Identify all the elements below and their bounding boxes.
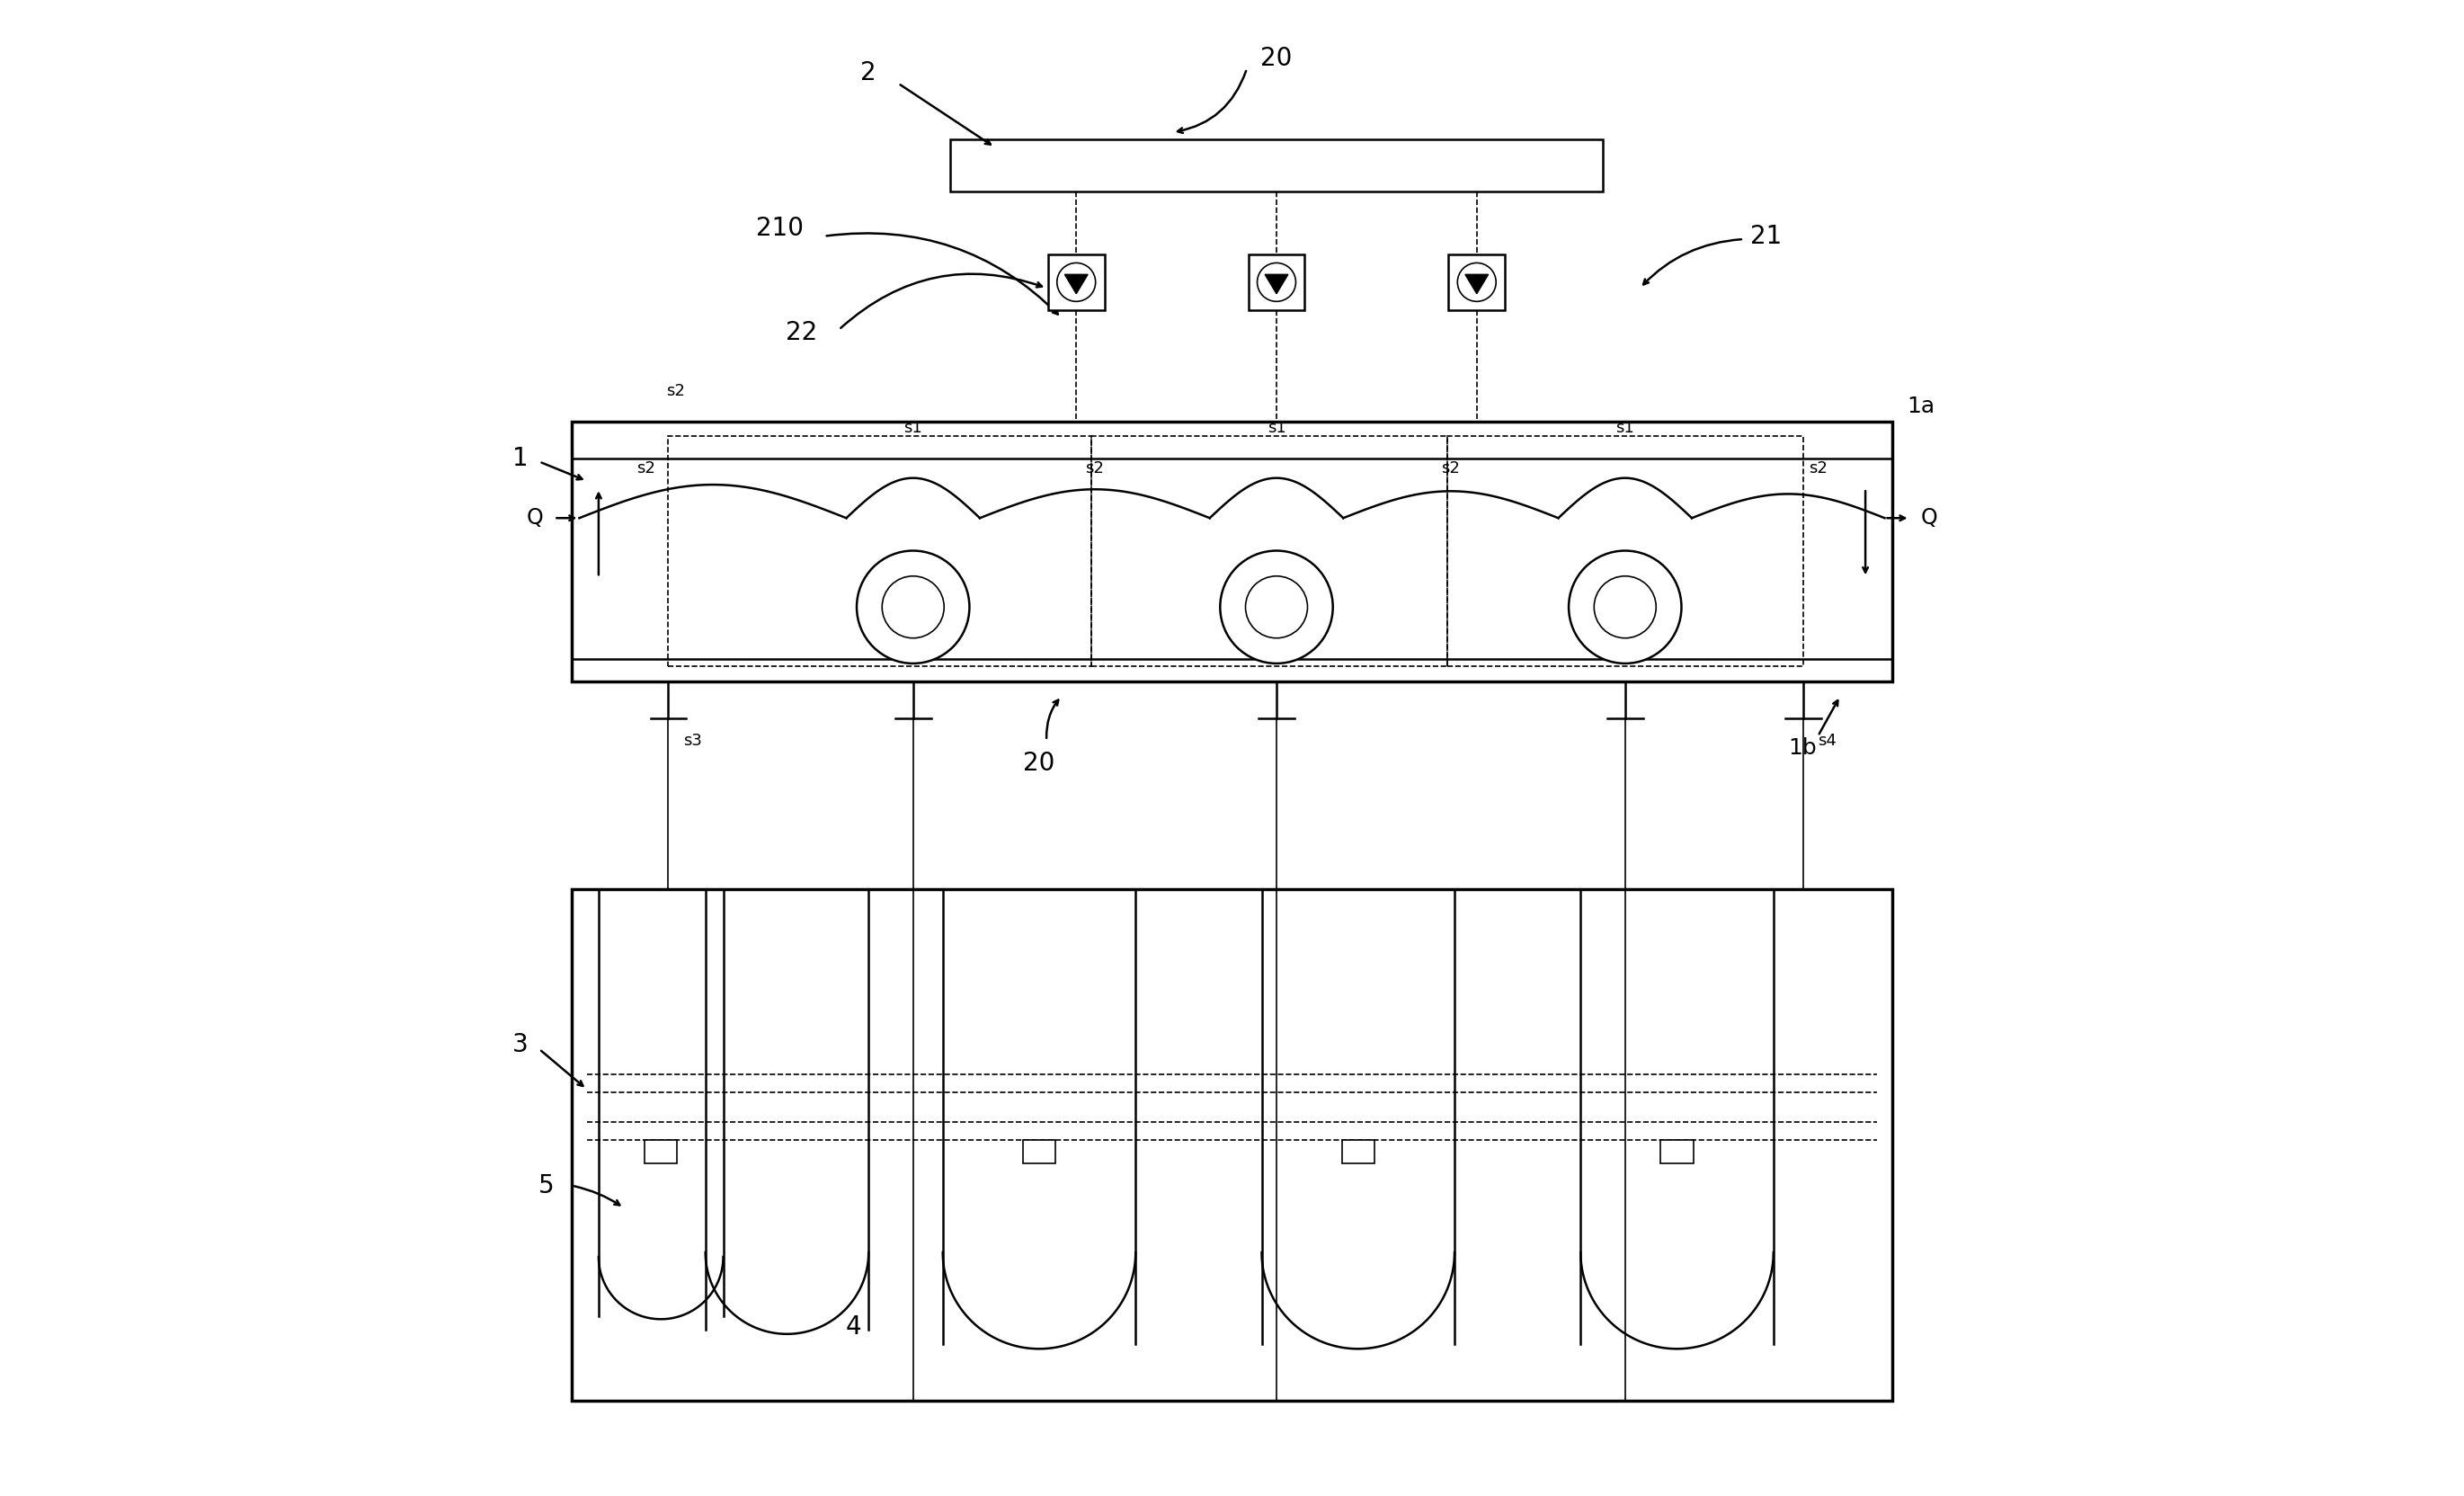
Bar xyxy=(572,422,1892,681)
Text: 20: 20 xyxy=(1262,45,1294,70)
Text: 1b: 1b xyxy=(1789,738,1816,758)
Bar xyxy=(1446,437,1804,666)
Circle shape xyxy=(1459,263,1496,302)
Text: s1: s1 xyxy=(1266,420,1286,437)
Bar xyxy=(646,1140,678,1164)
Text: 2: 2 xyxy=(860,60,877,85)
Bar xyxy=(951,139,1604,191)
Bar xyxy=(1092,437,1446,666)
Bar xyxy=(572,889,1892,1400)
Text: 20: 20 xyxy=(1023,751,1055,775)
Text: Q: Q xyxy=(1922,507,1937,530)
Circle shape xyxy=(857,551,968,663)
Text: s4: s4 xyxy=(1818,733,1836,749)
Text: s1: s1 xyxy=(904,420,922,437)
Circle shape xyxy=(882,576,944,639)
Text: 4: 4 xyxy=(845,1313,862,1339)
Text: 3: 3 xyxy=(513,1032,527,1058)
Text: 210: 210 xyxy=(756,217,803,241)
Bar xyxy=(668,437,1092,666)
Bar xyxy=(1047,254,1104,310)
Text: 5: 5 xyxy=(540,1173,554,1198)
Circle shape xyxy=(1594,576,1656,639)
Text: s2: s2 xyxy=(665,383,685,399)
Text: Q: Q xyxy=(527,507,542,530)
Circle shape xyxy=(1220,551,1333,663)
Polygon shape xyxy=(1264,274,1289,293)
Circle shape xyxy=(1057,263,1096,302)
Bar xyxy=(1661,1140,1693,1164)
Circle shape xyxy=(1257,263,1296,302)
Text: s1: s1 xyxy=(1616,420,1634,437)
Text: s2: s2 xyxy=(1087,461,1104,477)
Bar xyxy=(1249,254,1303,310)
Text: 21: 21 xyxy=(1749,223,1781,248)
Polygon shape xyxy=(1466,274,1488,293)
Bar xyxy=(1023,1140,1055,1164)
Text: s3: s3 xyxy=(683,733,702,749)
Text: 1: 1 xyxy=(513,446,527,471)
Text: 22: 22 xyxy=(786,320,818,346)
Text: 1a: 1a xyxy=(1907,396,1934,417)
Circle shape xyxy=(1570,551,1680,663)
Circle shape xyxy=(1244,576,1308,639)
Polygon shape xyxy=(1064,274,1087,293)
Bar xyxy=(1449,254,1506,310)
Text: s2: s2 xyxy=(1809,461,1828,477)
Text: s2: s2 xyxy=(1441,461,1461,477)
Bar xyxy=(1343,1140,1375,1164)
Text: s2: s2 xyxy=(636,461,655,477)
